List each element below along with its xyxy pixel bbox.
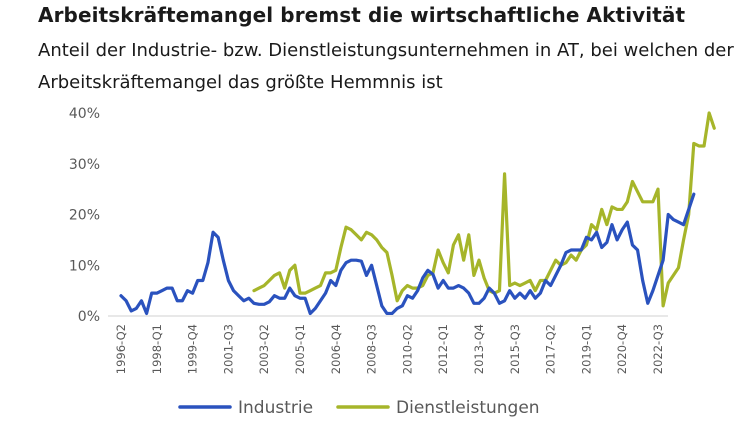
- x-tick-label: 2020-Q4: [615, 324, 629, 374]
- x-tick-label: 1999-Q4: [186, 324, 200, 374]
- x-tick-label: 1996-Q2: [114, 324, 128, 374]
- x-tick-label: 2008-Q3: [365, 324, 379, 374]
- legend-label-dienstleistungen: Dienstleistungen: [396, 398, 540, 418]
- x-tick-label: 2012-Q1: [436, 324, 450, 374]
- legend-label-industrie: Industrie: [238, 398, 313, 418]
- x-tick-label: 2013-Q4: [472, 324, 486, 374]
- x-tick-label: 2022-Q3: [651, 324, 665, 374]
- chart-subtitle: Anteil der Industrie- bzw. Dienstleistun…: [38, 40, 734, 93]
- x-tick-label: 2015-Q3: [508, 324, 522, 374]
- x-tick-label: 2010-Q2: [400, 324, 414, 374]
- series-line-industrie: [119, 192, 696, 316]
- y-tick-label: 10%: [69, 258, 100, 274]
- x-tick-label: 2003-Q2: [257, 324, 271, 374]
- y-tick-label: 0%: [78, 309, 100, 325]
- x-tick-label: 1998-Q1: [150, 324, 164, 374]
- x-tick-label: 2005-Q1: [293, 324, 307, 374]
- y-tick-label: 20%: [69, 208, 100, 224]
- x-tick-label: 2001-Q3: [221, 324, 235, 374]
- chart-title: Arbeitskräftemangel bremst die wirtschaf…: [38, 3, 686, 27]
- y-tick-label: 30%: [69, 157, 100, 173]
- x-tick-label: 2006-Q4: [329, 324, 343, 374]
- series-line-dienstleistungen: [252, 111, 716, 308]
- x-tick-label: 2019-Q1: [579, 324, 593, 374]
- y-tick-label: 40%: [69, 106, 100, 122]
- x-tick-label: 2017-Q2: [544, 324, 558, 374]
